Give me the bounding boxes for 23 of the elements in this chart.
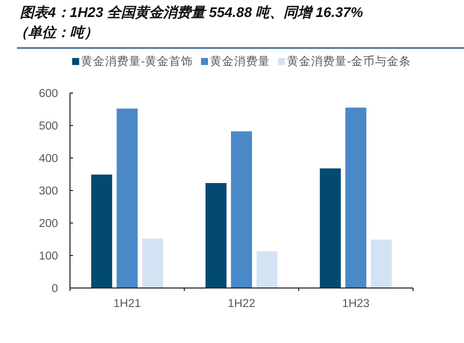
- legend-label: 黄金消费量-黄金首饰: [81, 55, 193, 68]
- legend-label: 黄金消费量-金币与金条: [287, 54, 411, 68]
- bar: [231, 131, 252, 288]
- bar: [320, 168, 341, 288]
- x-tick-label: 1H23: [342, 298, 370, 310]
- y-tick-label: 400: [38, 153, 58, 165]
- bar: [345, 108, 366, 288]
- x-tick-label: 1H21: [113, 298, 141, 310]
- y-tick-label: 100: [38, 250, 58, 262]
- y-tick-label: 0: [52, 283, 58, 295]
- bar: [91, 174, 112, 288]
- bar: [370, 240, 392, 288]
- chart-title: 图表4：1H23 全国黄金消费量 554.88 吨、同增 16.37%（单位：吨）: [14, 4, 364, 40]
- bar: [256, 251, 278, 288]
- y-tick-label: 200: [38, 218, 58, 230]
- y-tick-label: 300: [38, 186, 58, 198]
- legend-label: 黄金消费量: [210, 55, 270, 68]
- x-tick-label: 1H22: [228, 298, 256, 310]
- bar: [142, 238, 164, 288]
- bar: [206, 183, 226, 288]
- bar: [116, 108, 138, 288]
- y-tick-label: 500: [38, 120, 58, 132]
- y-tick-label: 600: [38, 88, 58, 100]
